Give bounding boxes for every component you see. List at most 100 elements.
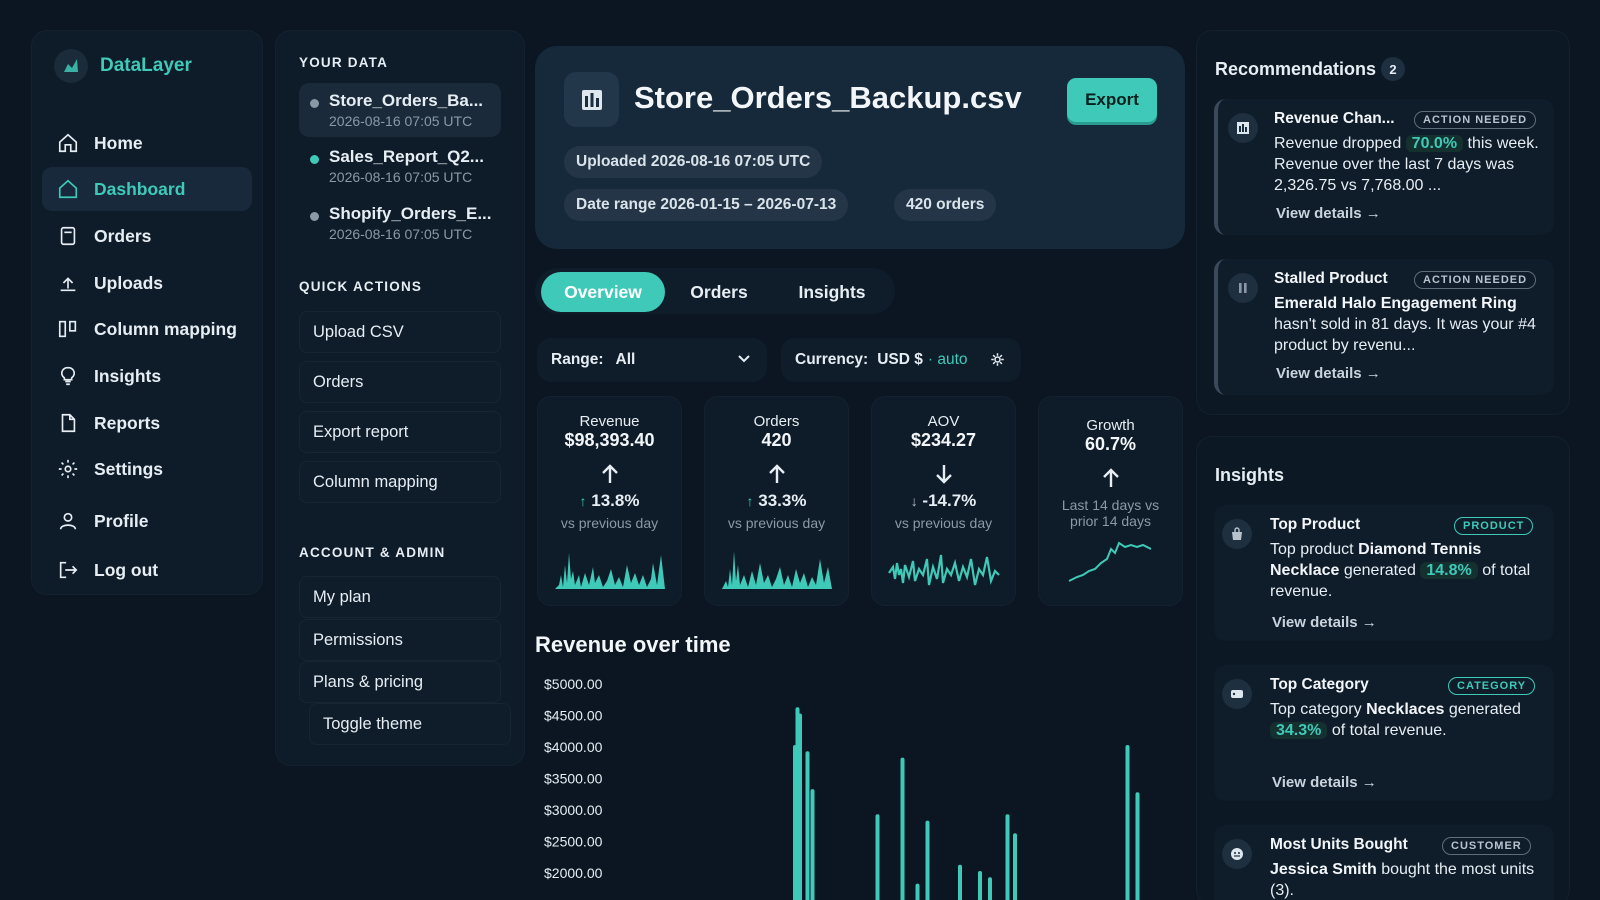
logout-icon [56,558,80,582]
logo-mark-icon [54,49,88,83]
nav-item-profile[interactable]: Profile [42,499,252,543]
revenue-chart: $5000.00 $4500.00 $4000.00 $3500.00 $3000.00… [544,676,1140,900]
currency-mode: · auto [927,351,968,368]
export-button[interactable]: Export [1067,78,1157,122]
brand[interactable]: DataLayer [54,47,262,85]
insight-text-mid: generated [1448,701,1521,718]
kpi-change: ↓ -14.7% [872,491,1015,511]
tab-overview[interactable]: Overview [541,272,665,312]
insight-text-pre: Top category [1270,701,1362,718]
tab-insights[interactable]: Insights [798,281,866,302]
view-details-link[interactable]: View details → [1272,774,1377,791]
revenue-chart-title: Revenue over time [535,632,731,657]
nav-label: Uploads [94,272,164,293]
kpi-revenue: Revenue $98,393.40 ↑ 13.8% vs previous d… [537,396,682,606]
nav-item-dashboard[interactable]: Dashboard [42,167,252,211]
kpi-orders: Orders 420 ↑ 33.3% vs previous day [704,396,849,606]
insight-text-pre: Top product [1270,541,1354,558]
file-item[interactable]: Store_Orders_Ba... 2026-08-16 07:05 UTC [299,83,501,137]
column-mapping-button[interactable]: Column mapping [299,461,501,503]
file-date: 2026-08-16 07:05 UTC [329,113,473,129]
recommendation-highlight: 70.0% [1405,135,1464,152]
nav-item-column-mapping[interactable]: Column mapping [42,307,252,351]
nav-item-logout[interactable]: Log out [42,548,252,592]
recommendations-panel: Recommendations 2 Revenue Chan... ACTION… [1196,30,1570,415]
orders-button[interactable]: Orders [299,361,501,403]
upload-csv-button[interactable]: Upload CSV [299,311,501,353]
currency-select[interactable]: Currency: USD $ · auto [781,338,1021,382]
my-plan-button[interactable]: My plan [299,576,501,618]
customer-icon [1222,839,1252,869]
insight-title: Most Units Bought [1270,836,1408,853]
nav-item-orders[interactable]: Orders [42,214,252,258]
toggle-theme-button[interactable]: Toggle theme [309,703,511,745]
range-select[interactable]: Range: All [537,338,767,382]
user-icon [56,509,80,533]
recommendations-title: Recommendations [1215,59,1377,79]
product-tag: PRODUCT [1454,517,1534,535]
insight-title: Top Product [1270,516,1361,533]
nav-item-uploads[interactable]: Uploads [42,261,252,305]
y-tick-label: $2000.00 [544,865,603,881]
view-details-link[interactable]: View details → [1276,365,1381,382]
range-value: All [615,351,636,368]
view-details-link[interactable]: View details → [1276,205,1381,222]
nav-label: Log out [94,559,159,580]
file-date: 2026-08-16 07:05 UTC [329,169,473,185]
upload-icon [56,271,80,295]
recommendation-card[interactable]: Stalled Product ACTION NEEDED Emerald Ha… [1214,259,1554,395]
insight-bold: Jessica Smith [1270,861,1377,878]
chevron-down-icon [737,352,751,371]
kpi-sub: vs previous day [894,515,993,531]
export-report-button[interactable]: Export report [299,411,501,453]
kpi-label: Growth [1086,417,1135,434]
plans-pricing-button[interactable]: Plans & pricing [299,661,501,703]
insights-panel: Insights Top Product PRODUCT Top product… [1196,436,1570,900]
nav-item-insights[interactable]: Insights [42,354,252,398]
home-icon [56,131,80,155]
insight-card[interactable]: Top Category CATEGORY Top category Neckl… [1214,665,1554,801]
y-tick-label: $4000.00 [544,739,603,755]
file-item[interactable]: Shopify_Orders_E... 2026-08-16 07:05 UTC [299,196,501,250]
nav-item-home[interactable]: Home [42,121,252,165]
recommendation-card[interactable]: Revenue Chan... ACTION NEEDED Revenue dr… [1214,99,1554,235]
file-dot [310,99,319,108]
trend-up-icon: ↑ [579,493,587,509]
nav-label: Dashboard [94,178,186,199]
insight-card[interactable]: Top Product PRODUCT Top product Diamond … [1214,505,1554,641]
insight-title: Top Category [1270,676,1369,693]
file-name: Shopify_Orders_E... [329,204,492,223]
insight-text: Top category Necklaces generated 34.3% o… [1270,699,1540,741]
brand-name: DataLayer [100,55,192,76]
nav-label: Profile [94,510,149,531]
insight-text: Top product Diamond Tennis Necklace gene… [1270,539,1540,602]
orders-sparkline [722,551,832,589]
file-name: Sales_Report_Q2... [329,147,484,166]
your-data-title: YOUR DATA [299,55,389,70]
insight-bold: Diamond Tennis Necklace [1270,541,1482,579]
gear-icon[interactable] [990,352,1005,372]
arrow-down-icon [872,463,1015,487]
trend-up-icon: ↑ [746,493,754,509]
y-tick-label: $3000.00 [544,802,603,818]
date-range-chip: Date range 2026-01-15 – 2026-07-13 [564,189,849,221]
nav-item-settings[interactable]: Settings [42,447,252,491]
tab-orders[interactable]: Orders [690,281,748,302]
kpi-label: Revenue [579,413,640,430]
kpi-change-value: -14.7% [922,491,977,510]
customer-tag: CUSTOMER [1442,837,1531,855]
file-item[interactable]: Sales_Report_Q2... 2026-08-16 07:05 UTC [299,139,501,193]
permissions-button[interactable]: Permissions [299,619,501,661]
file-name: Store_Orders_Ba... [329,91,484,110]
kpi-change: ↑ 33.3% [705,491,848,511]
insight-card[interactable]: Most Units Bought CUSTOMER Jessica Smith… [1214,825,1554,900]
recommendation-text: Revenue dropped 70.0% this week. Revenue… [1274,133,1544,196]
recommendation-text-pre: Revenue dropped [1274,135,1402,152]
insight-text: Jessica Smith bought the most units (3). [1270,859,1540,900]
view-details-link[interactable]: View details → [1272,614,1377,631]
nav-item-reports[interactable]: Reports [42,401,252,445]
y-tick-label: $2500.00 [544,834,603,850]
uploaded-chip: Uploaded 2026-08-16 07:05 UTC [564,146,823,178]
aov-sparkline [888,554,1000,586]
chart-icon [1228,113,1258,143]
